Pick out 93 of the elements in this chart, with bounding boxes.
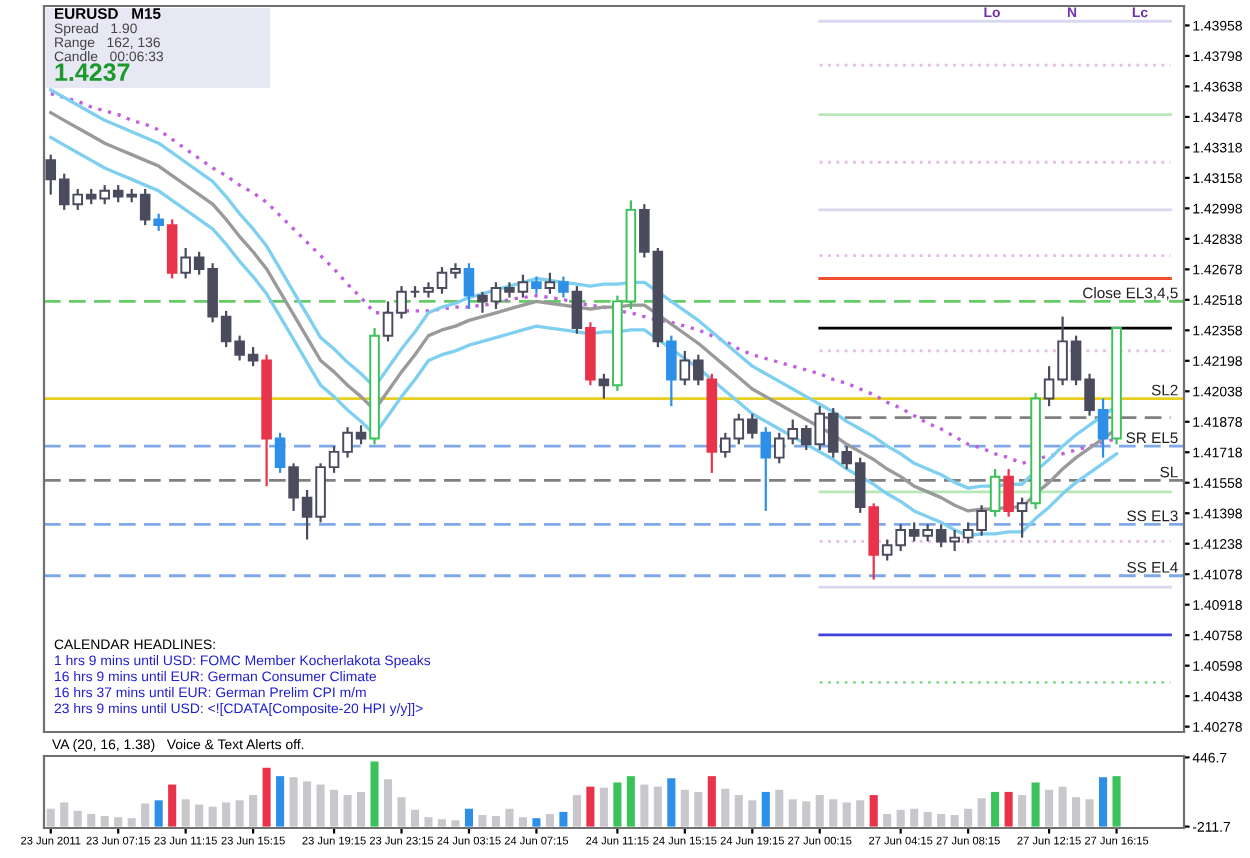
candlestick — [544, 271, 556, 295]
bar — [613, 782, 622, 827]
bar — [977, 798, 986, 827]
bar — [73, 810, 82, 827]
bar — [397, 797, 406, 827]
bar — [1085, 799, 1094, 827]
bar — [424, 817, 433, 827]
bar — [316, 784, 325, 827]
bar — [545, 813, 554, 827]
bar — [127, 818, 136, 827]
bar — [910, 808, 919, 827]
bar — [370, 761, 379, 827]
bar — [815, 795, 824, 827]
bar — [896, 809, 905, 827]
bar — [330, 789, 339, 827]
bar — [640, 784, 649, 827]
bar — [1072, 797, 1081, 827]
bar — [626, 776, 635, 827]
bar — [303, 781, 312, 827]
bar — [748, 800, 757, 827]
bar — [505, 808, 514, 827]
bar — [653, 786, 662, 827]
bar — [869, 795, 878, 827]
bar — [788, 799, 797, 827]
candlestick — [1003, 467, 1014, 518]
bar — [1018, 795, 1027, 827]
bar — [289, 777, 298, 827]
bar — [883, 813, 892, 827]
bar — [586, 786, 595, 827]
bar — [829, 799, 838, 827]
bar — [235, 800, 244, 827]
bar — [1004, 791, 1013, 827]
bar — [87, 813, 96, 827]
bar — [356, 791, 366, 827]
bar — [964, 808, 973, 827]
bar — [114, 817, 123, 827]
bar — [761, 791, 770, 827]
candlestick — [463, 262, 475, 311]
bar — [437, 819, 447, 827]
bar — [410, 809, 420, 827]
bar — [262, 767, 271, 827]
annotation: 1.4237 — [55, 63, 130, 82]
bar — [518, 817, 527, 827]
bar — [572, 795, 581, 827]
bar — [141, 803, 150, 827]
bar — [991, 791, 1000, 827]
bar — [856, 800, 865, 827]
bar — [734, 795, 743, 827]
bar — [802, 801, 811, 827]
bar — [937, 813, 946, 827]
bar — [491, 816, 500, 827]
bar — [451, 820, 460, 827]
bar — [464, 808, 474, 827]
bar — [1112, 776, 1121, 827]
bar — [195, 804, 204, 827]
bar — [694, 791, 703, 827]
bar — [707, 776, 716, 827]
candlestick — [166, 218, 178, 280]
candlestick — [571, 285, 583, 335]
bar — [168, 784, 177, 827]
bar — [667, 778, 676, 827]
bar — [249, 795, 258, 827]
bar — [383, 779, 393, 827]
bar — [559, 811, 568, 827]
bar — [208, 806, 217, 827]
candlestick — [1097, 397, 1109, 459]
bar — [950, 815, 959, 827]
bar — [599, 787, 608, 827]
bar — [60, 802, 69, 827]
bar — [1099, 777, 1108, 827]
candlestick — [868, 502, 879, 581]
bar — [343, 795, 352, 827]
bar — [222, 802, 231, 827]
bar — [532, 818, 541, 827]
bar — [100, 816, 109, 827]
bar — [181, 799, 190, 827]
bar — [46, 808, 55, 827]
bar — [154, 800, 163, 827]
bar — [276, 776, 285, 827]
bar — [721, 788, 730, 827]
candlestick — [760, 426, 772, 513]
bar — [1031, 782, 1040, 827]
candlestick — [598, 372, 610, 400]
bar — [680, 789, 689, 827]
candlestick — [274, 431, 286, 474]
bar — [1058, 786, 1067, 827]
bar — [842, 802, 851, 827]
candlestick — [558, 275, 569, 299]
bar — [775, 789, 784, 827]
bar — [1045, 789, 1054, 827]
bar — [923, 811, 932, 827]
candlestick — [666, 334, 677, 408]
bar — [478, 815, 487, 827]
